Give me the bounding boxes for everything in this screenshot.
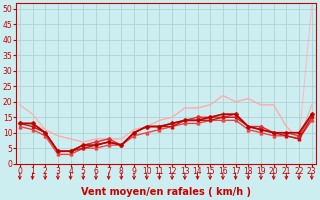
- X-axis label: Vent moyen/en rafales ( km/h ): Vent moyen/en rafales ( km/h ): [81, 187, 251, 197]
